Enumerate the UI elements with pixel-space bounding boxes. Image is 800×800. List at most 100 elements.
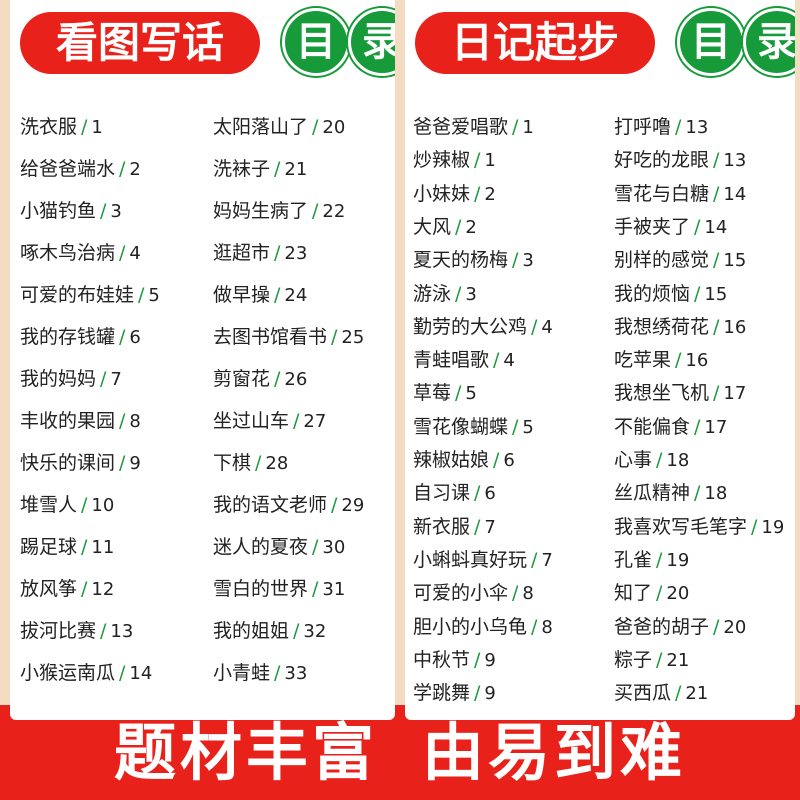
toc-badge: 目 <box>677 8 745 76</box>
toc-entry: 我的存钱罐/6 <box>20 325 141 350</box>
toc-entry: 青蛙唱歌/4 <box>413 348 515 373</box>
entry-title: 不能偏食 <box>614 415 691 438</box>
separator: / <box>493 449 500 471</box>
separator: / <box>694 215 701 238</box>
entry-title: 我的语文老师 <box>213 494 328 516</box>
entry-title: 粽子 <box>614 648 653 671</box>
separator: / <box>751 515 758 538</box>
entry-title: 雪花像蝴蝶 <box>413 415 509 438</box>
toc-entry: 小猫钓鱼/3 <box>20 199 122 224</box>
separator: / <box>293 410 300 432</box>
entry-title: 辣椒姑娘 <box>413 449 490 471</box>
separator: / <box>331 326 338 348</box>
page-number: 4 <box>503 350 515 372</box>
page-number: 13 <box>685 117 709 138</box>
separator: / <box>512 415 519 438</box>
separator: / <box>312 578 319 600</box>
toc-entry: 小青蛙/33 <box>213 661 307 686</box>
page-number: 7 <box>484 516 496 538</box>
page-number: 6 <box>484 483 496 505</box>
entry-title: 下棋 <box>213 452 252 474</box>
toc-entry: 中秋节/9 <box>413 648 496 673</box>
separator: / <box>331 494 338 516</box>
toc-entry: 我的妈妈/7 <box>20 367 122 392</box>
page-number: 24 <box>284 285 308 306</box>
separator: / <box>512 582 519 605</box>
entry-title: 好吃的龙眼 <box>614 149 710 172</box>
separator: / <box>119 410 126 432</box>
separator: / <box>675 682 682 705</box>
entry-title: 别样的感觉 <box>614 249 710 272</box>
entry-title: 我的妈妈 <box>20 368 97 390</box>
separator: / <box>119 242 126 264</box>
entry-title: 可爱的布娃娃 <box>20 284 135 306</box>
separator: / <box>274 158 281 180</box>
banner-text: 由易到难 <box>422 716 687 789</box>
page-number: 22 <box>322 201 346 222</box>
separator: / <box>713 149 720 172</box>
page-number: 3 <box>465 283 477 305</box>
toc-entry: 可爱的布娃娃/5 <box>20 283 160 308</box>
toc-entry: 游泳/3 <box>413 282 477 307</box>
entry-title: 胆小的小乌龟 <box>413 615 528 638</box>
toc-entry: 我想绣荷花/16 <box>614 315 746 340</box>
entry-title: 孔雀 <box>614 548 653 571</box>
page-number: 20 <box>666 583 690 605</box>
page-number: 20 <box>723 616 747 638</box>
toc-badge: 录 <box>743 8 795 76</box>
entry-title: 雪白的世界 <box>213 578 309 600</box>
toc-entry: 草莓/5 <box>413 381 477 406</box>
entry-title: 我喜欢写毛笔字 <box>614 515 748 538</box>
separator: / <box>312 116 319 138</box>
separator: / <box>675 349 682 372</box>
page-number: 18 <box>704 483 728 505</box>
entry-title: 小蝌蚪真好玩 <box>413 548 528 571</box>
separator: / <box>455 215 462 238</box>
toc-entry: 太阳落山了/20 <box>213 115 345 140</box>
toc-panel: 看图写话目录洗衣服/1 给爸爸端水/2 小猫钓鱼/3 啄木鸟治病/4 可爱的布娃娃/5 我… <box>10 0 395 720</box>
separator: / <box>656 449 663 471</box>
separator: / <box>656 548 663 571</box>
separator: / <box>119 662 126 684</box>
toc-entry: 雪花与白糖/14 <box>614 182 746 207</box>
entry-title: 游泳 <box>413 282 452 305</box>
page-number: 18 <box>666 450 690 471</box>
toc-entry: 给爸爸端水/2 <box>20 157 141 182</box>
page-number: 5 <box>465 383 477 405</box>
page-number: 6 <box>129 327 141 348</box>
entry-title: 学跳舞 <box>413 682 471 705</box>
entry-title: 自习课 <box>413 482 471 505</box>
toc-entry: 夏天的杨梅/3 <box>413 248 534 273</box>
toc-entry: 爸爸的胡子/20 <box>614 615 746 640</box>
entry-title: 洗袜子 <box>213 158 271 180</box>
toc-entry: 可爱的小伞/8 <box>413 581 534 606</box>
toc-entry: 打呼噜/13 <box>614 115 708 140</box>
toc-entry: 小猴运南瓜/14 <box>20 661 152 686</box>
entry-title: 啄木鸟治病 <box>20 242 116 264</box>
separator: / <box>512 116 519 138</box>
page-number: 25 <box>341 327 365 348</box>
entry-title: 我的烦恼 <box>614 282 691 305</box>
toc-entry: 胆小的小乌龟/8 <box>413 615 553 640</box>
separator: / <box>656 582 663 605</box>
toc-entry: 放风筝/12 <box>20 577 114 602</box>
toc-entry: 不能偏食/17 <box>614 415 727 440</box>
page-number: 12 <box>91 579 115 600</box>
toc-entry: 小蝌蚪真好玩/7 <box>413 548 553 573</box>
page-number: 33 <box>284 663 308 684</box>
toc-entry: 我的语文老师/29 <box>213 493 364 518</box>
separator: / <box>274 662 281 684</box>
page-number: 27 <box>303 411 327 432</box>
entry-title: 大风 <box>413 215 452 238</box>
entry-title: 做早操 <box>213 284 271 306</box>
toc-entry: 踢足球/11 <box>20 535 114 560</box>
toc-entry: 炒辣椒/1 <box>413 148 496 173</box>
page-number: 17 <box>723 383 747 405</box>
page-number: 5 <box>148 285 160 306</box>
toc-entry: 勤劳的大公鸡/4 <box>413 315 553 340</box>
page-number: 13 <box>723 150 747 172</box>
entry-title: 勤劳的大公鸡 <box>413 315 528 338</box>
toc-entry: 自习课/6 <box>413 481 496 506</box>
toc-entry: 我喜欢写毛笔字/19 <box>614 515 784 540</box>
entry-title: 雪花与白糖 <box>614 182 710 205</box>
